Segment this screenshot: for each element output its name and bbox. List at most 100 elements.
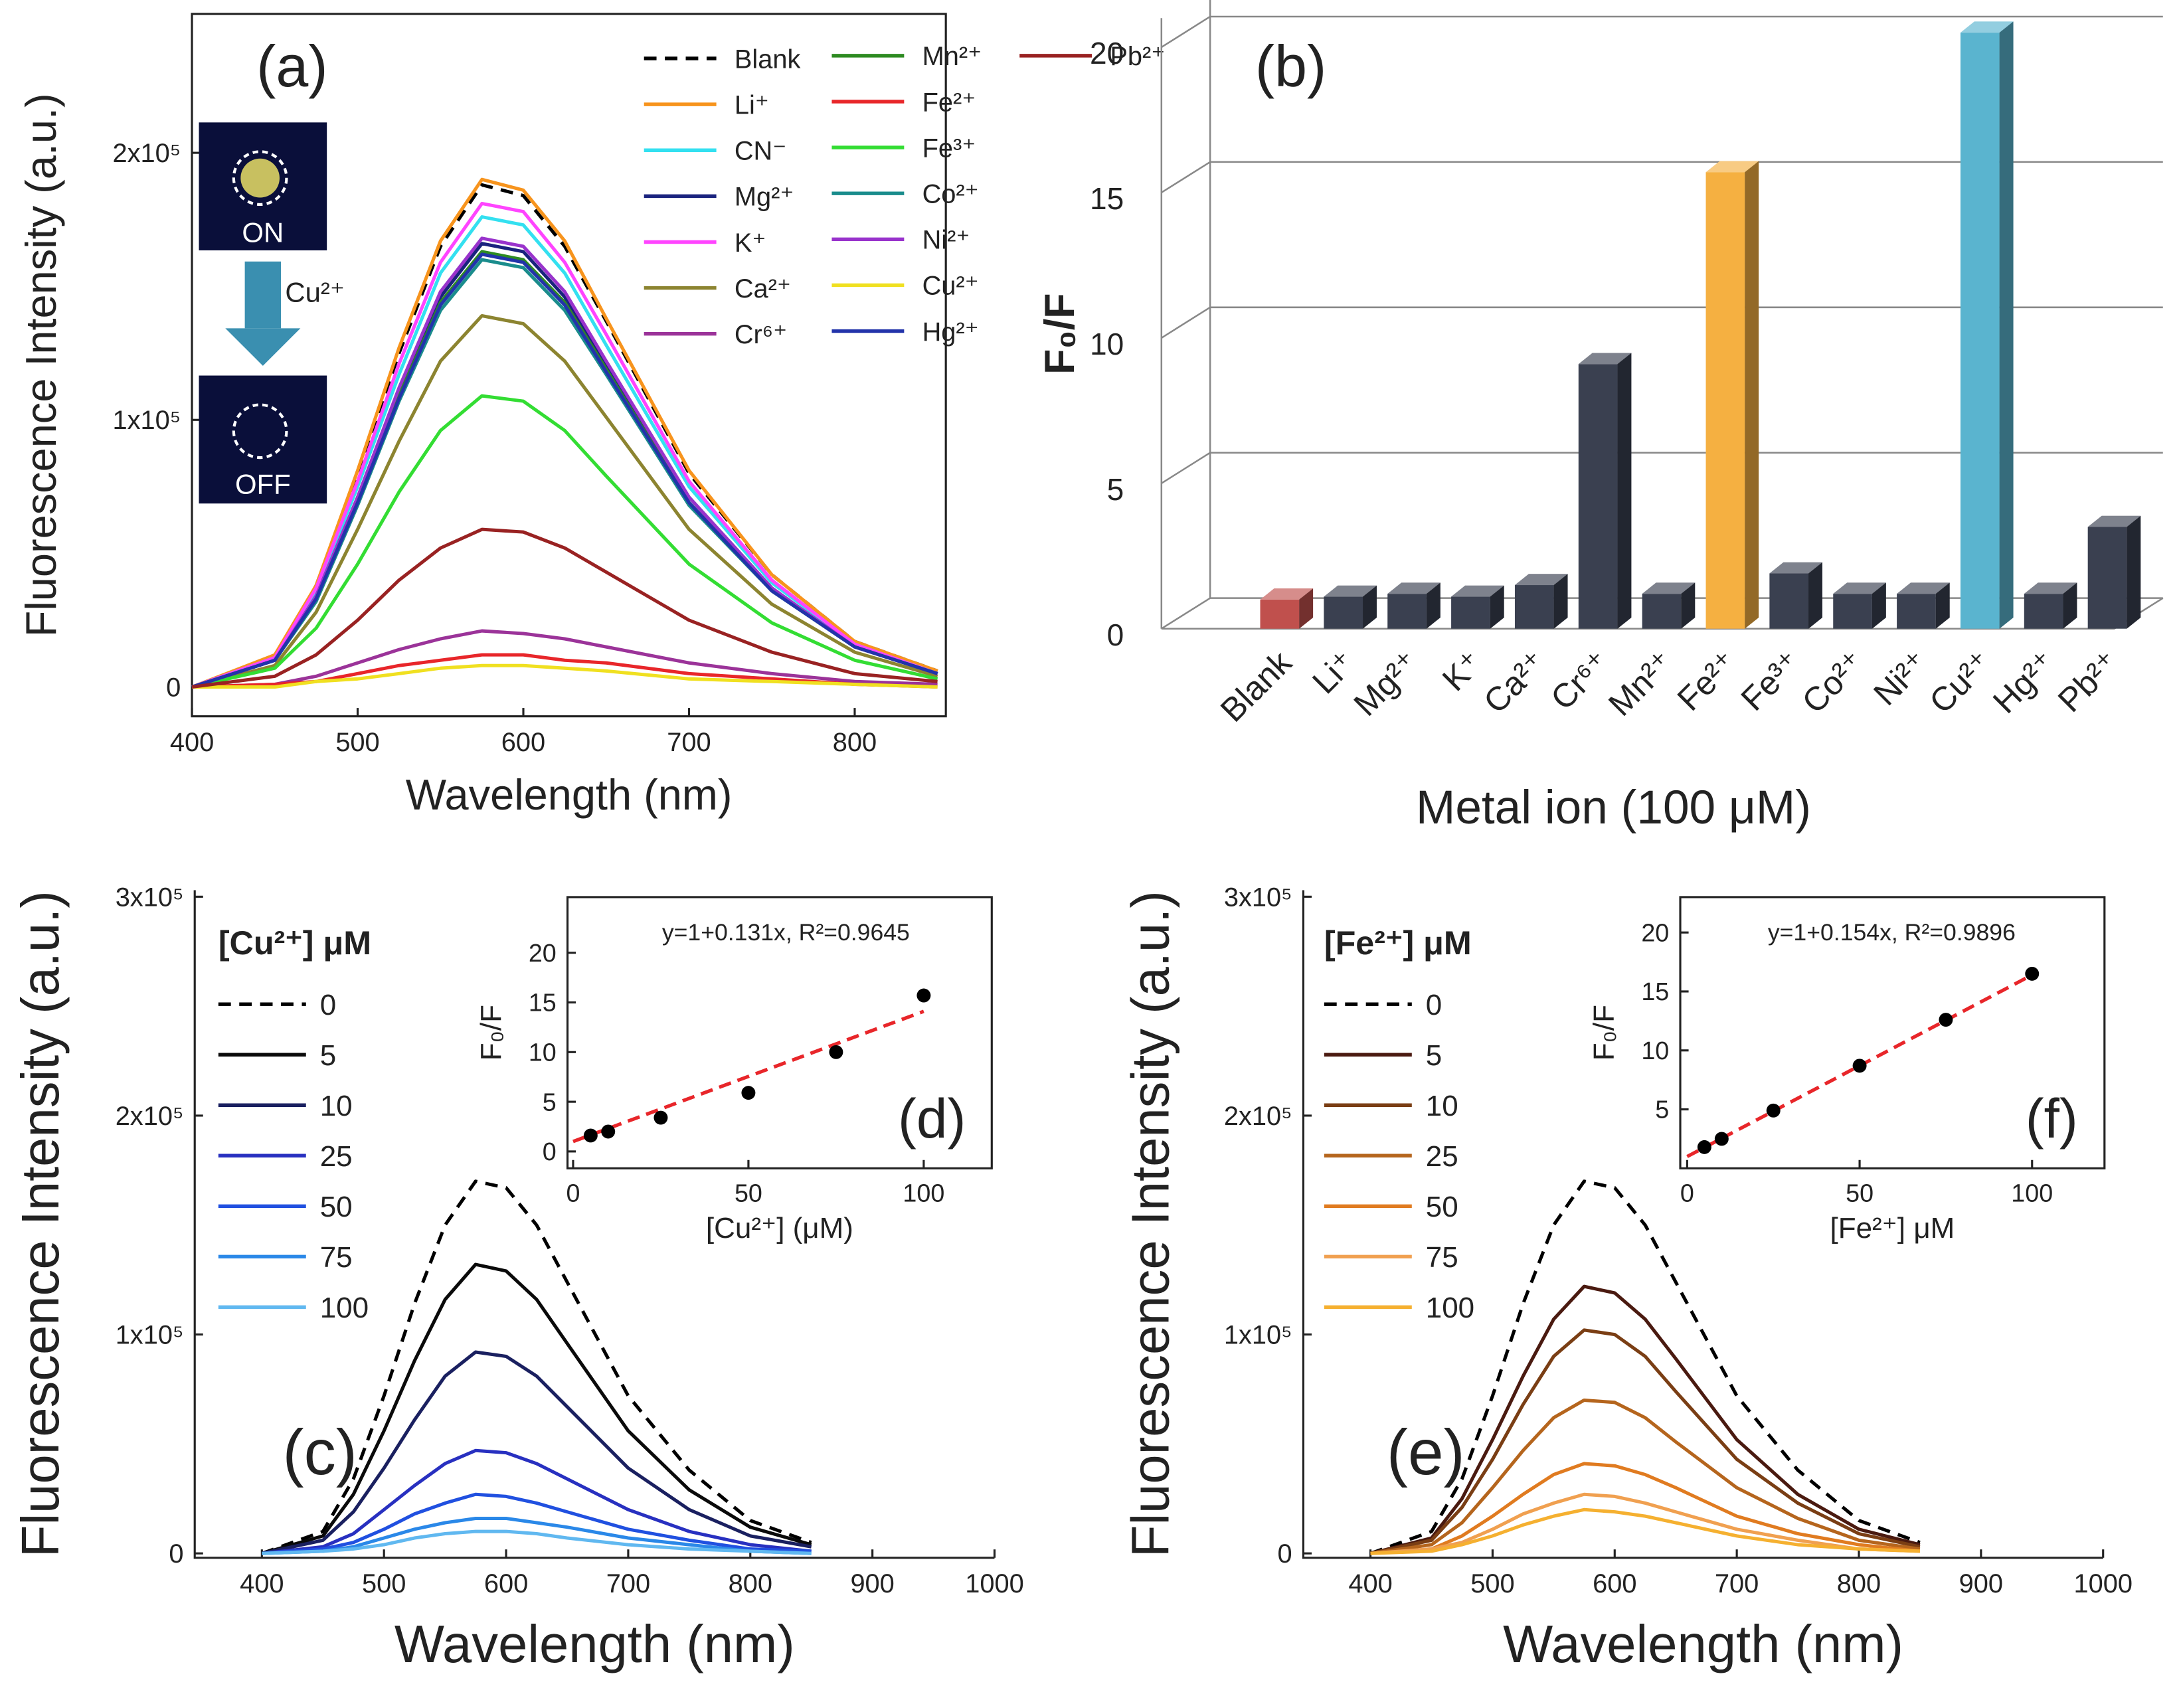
bar (1451, 585, 1504, 629)
bar-side-shade (1745, 161, 1759, 629)
panel-label: (d) (898, 1087, 966, 1150)
series-line (261, 1350, 812, 1555)
legend-label: Li⁺ (735, 90, 769, 120)
series-line (261, 1262, 812, 1555)
y-tick-label: 2x10⁵ (1224, 1102, 1292, 1131)
series-line (261, 1179, 812, 1555)
axis-lines (1302, 890, 2103, 1559)
y-tick-label: 1x10⁵ (116, 1320, 184, 1349)
bar-side-shade (2127, 515, 2141, 629)
series-line (191, 527, 938, 689)
x-tick-label: 400 (1348, 1569, 1392, 1598)
bar-top (1578, 353, 1632, 365)
bar (1260, 588, 1314, 629)
legend-label: Mg²⁺ (735, 183, 794, 212)
bar (1960, 21, 2014, 629)
x-tick-label: 400 (240, 1569, 284, 1598)
x-axis-title: Wavelength (nm) (406, 770, 733, 819)
bar-side (1363, 585, 1377, 629)
bar-top-shade (1705, 161, 1759, 173)
bar-front (1960, 33, 2000, 629)
bar-top (1514, 574, 1568, 586)
bar-side (1681, 582, 1696, 629)
bar-side (2063, 582, 2077, 629)
bar-front (2087, 527, 2127, 629)
panel-label: (a) (256, 33, 328, 99)
bar-front (1387, 594, 1427, 629)
legend-title: [Fe²⁺] μM (1324, 924, 1472, 962)
bar-side (1999, 21, 2014, 629)
data-point (741, 1086, 756, 1100)
x-tick-label: 600 (484, 1569, 528, 1598)
bar-side (1426, 582, 1440, 629)
x-axis-title: [Cu²⁺] (μM) (706, 1212, 853, 1244)
inset: 0 50 100 5 10 15 20 [Fe²⁺] μM F₀/F (f) y=1+0.154x,… (1587, 896, 2106, 1244)
legend-title: [Cu²⁺] μM (218, 924, 371, 962)
series-line (262, 1529, 812, 1555)
legend-label: 10 (1426, 1090, 1458, 1122)
bar-front (2024, 594, 2063, 629)
y-axis-title: F₀/F (1037, 293, 1083, 375)
grid-line (1161, 306, 1211, 339)
y-axis-title: Fluorescence Intensity (a.u.) (11, 891, 70, 1557)
grid-line (1161, 161, 1211, 194)
y-tick-label: 10 (1641, 1037, 1669, 1065)
data-point (829, 1045, 843, 1059)
bar-side (1745, 161, 1759, 629)
y-tick-label: 1x10⁵ (1224, 1320, 1292, 1349)
y-axis-title: Fluorescence Intensity (a.u.) (17, 93, 65, 637)
x-tick-label: 800 (1837, 1569, 1881, 1598)
x-tick-label: 50 (1846, 1179, 1874, 1207)
y-tick-label: 5 (543, 1088, 557, 1116)
legend-label: Fe³⁺ (922, 133, 976, 163)
x-tick-label: 800 (729, 1569, 772, 1598)
legend-label: 75 (320, 1241, 353, 1274)
panel: 400 500 600 700 800 900 100001x10⁵2x10⁵3x10⁵Wa… (1120, 883, 2133, 1673)
series-line (262, 1448, 812, 1555)
bar-side-shade (2063, 582, 2077, 629)
y-tick-label: 0 (166, 673, 181, 702)
y-tick-label: 15 (529, 989, 557, 1017)
grid-line (1161, 597, 1211, 630)
data-point (1939, 1013, 1953, 1027)
arrow-head (225, 328, 301, 366)
x-axis-title: Wavelength (nm) (394, 1614, 795, 1673)
y-axis-title: F₀/F (475, 1005, 507, 1061)
y-tick-label: 20 (1641, 918, 1669, 946)
bar-front (1833, 594, 1872, 629)
x-tick-label: 800 (833, 728, 877, 757)
bar-side (1872, 582, 1886, 629)
grid-line (1161, 15, 1211, 48)
y-tick-label: 10 (529, 1038, 557, 1066)
legend-label: Cr⁶⁺ (735, 320, 787, 349)
bar (1769, 562, 1822, 629)
x-tick-label: 600 (1593, 1569, 1636, 1598)
legend-label: Co²⁺ (922, 180, 979, 209)
x-tick-label: 0 (566, 1179, 580, 1207)
bar-top (1897, 582, 1950, 594)
series-line (191, 313, 938, 689)
data-point (601, 1124, 616, 1139)
data-point (1697, 1140, 1711, 1154)
x-tick-label: 50 (735, 1179, 762, 1207)
x-tick-label: 700 (606, 1569, 650, 1598)
series-line (262, 1492, 812, 1555)
y-tick-label: 3x10⁵ (1224, 883, 1292, 912)
bar (1833, 582, 1886, 629)
bar-top-shade (2024, 582, 2077, 594)
legend-label: Cu²⁺ (922, 272, 979, 301)
y-tick-label: 5 (1655, 1096, 1669, 1124)
bar (1705, 161, 1759, 629)
x-axis-title: Wavelength (nm) (1503, 1614, 1903, 1673)
bar-side-shade (1553, 574, 1568, 629)
photo-insets: ON Cu²⁺ OFF (199, 122, 345, 504)
data-point (2025, 966, 2040, 981)
bar-side-shade (1935, 582, 1950, 629)
arrow-shaft (244, 261, 282, 329)
bar-front (1642, 594, 1682, 629)
axis-lines (193, 890, 995, 1559)
arrow-label: Cu²⁺ (285, 277, 345, 308)
series-line (1369, 1284, 1921, 1555)
